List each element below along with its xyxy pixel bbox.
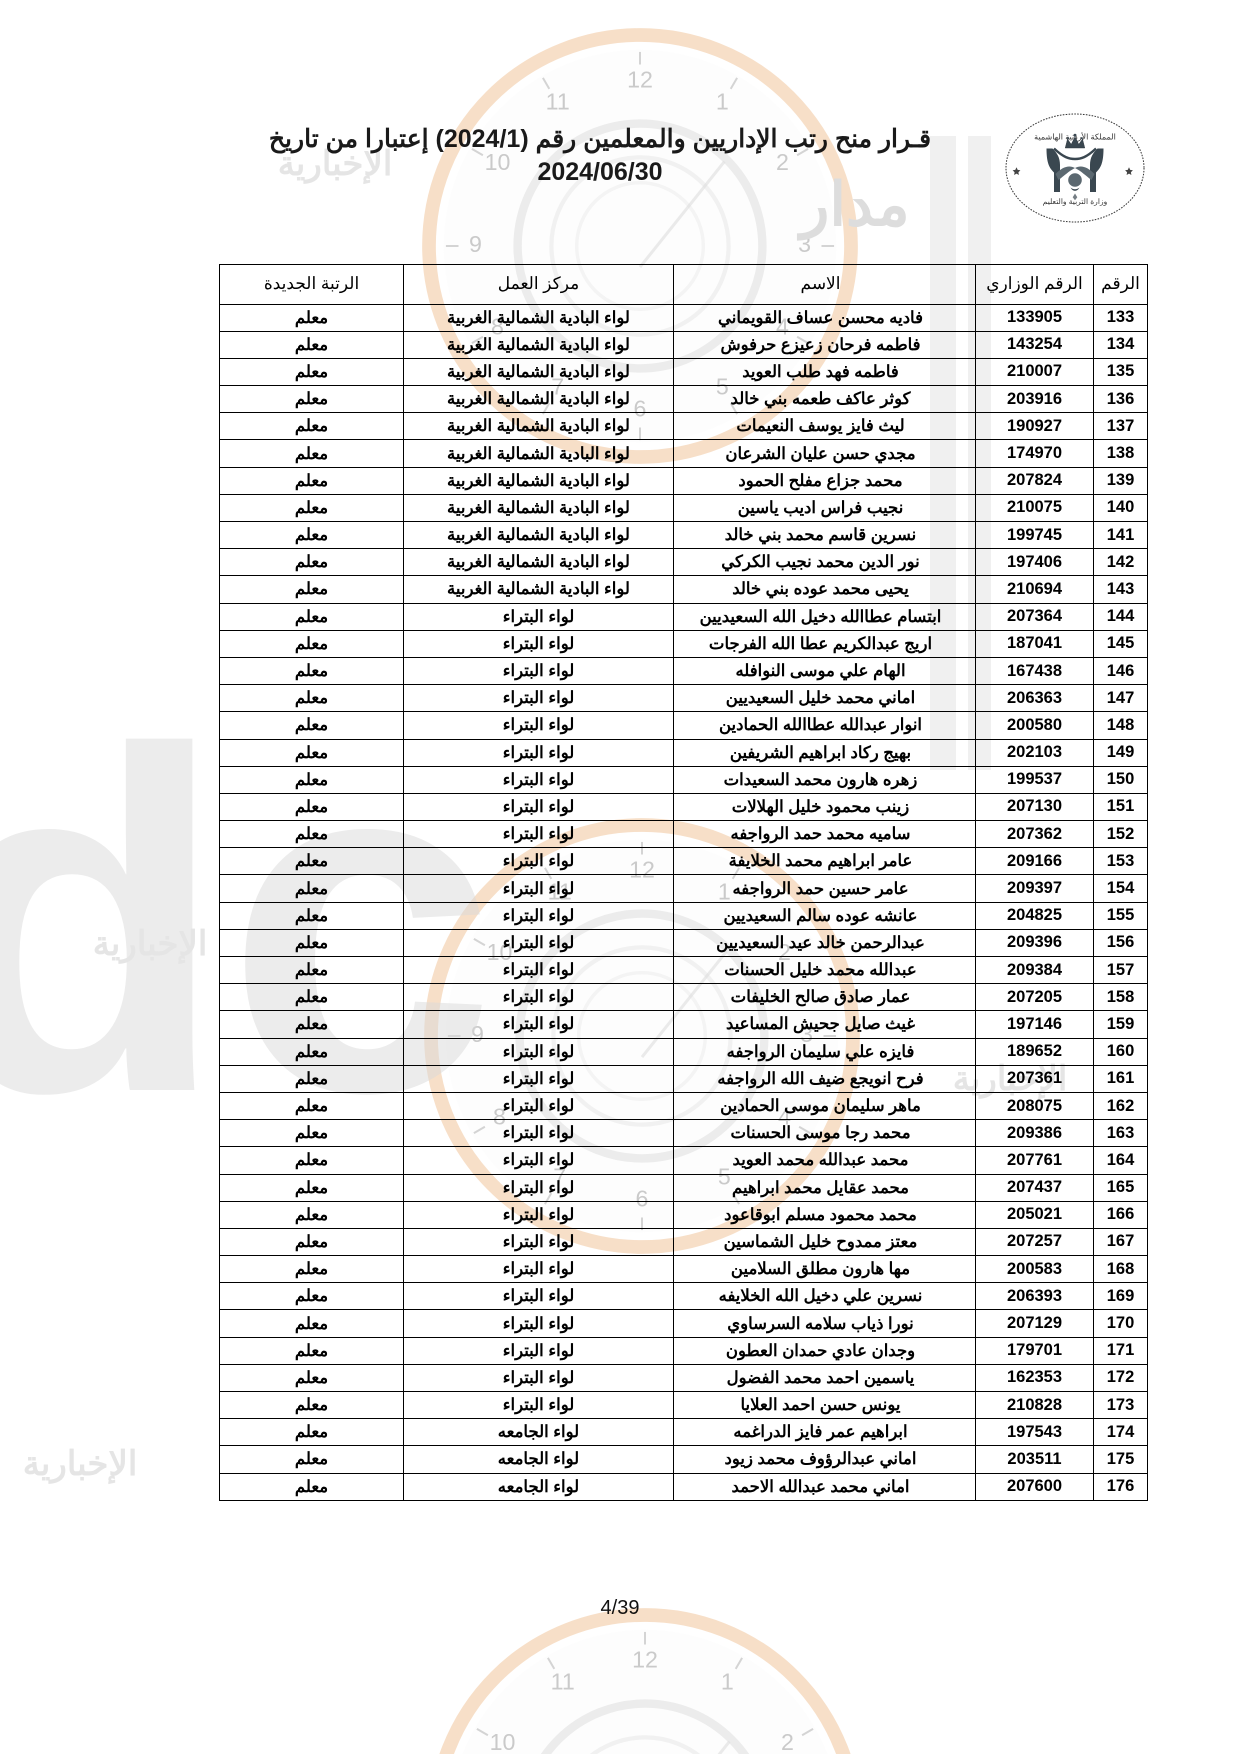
svg-text:11: 11 xyxy=(546,89,570,115)
svg-text:الإخبارية: الإخبارية xyxy=(93,925,208,964)
svg-text:1: 1 xyxy=(721,1669,734,1695)
svg-text:12: 12 xyxy=(632,1647,658,1673)
svg-text:1: 1 xyxy=(716,89,729,115)
svg-text:2: 2 xyxy=(781,1729,794,1754)
svg-text:9: 9 xyxy=(469,231,482,257)
svg-text:12: 12 xyxy=(627,67,653,93)
svg-text:3: 3 xyxy=(798,231,811,257)
svg-text:11: 11 xyxy=(551,1669,575,1695)
svg-text:10: 10 xyxy=(490,1729,516,1754)
svg-text:الإخبارية: الإخبارية xyxy=(23,1445,138,1484)
